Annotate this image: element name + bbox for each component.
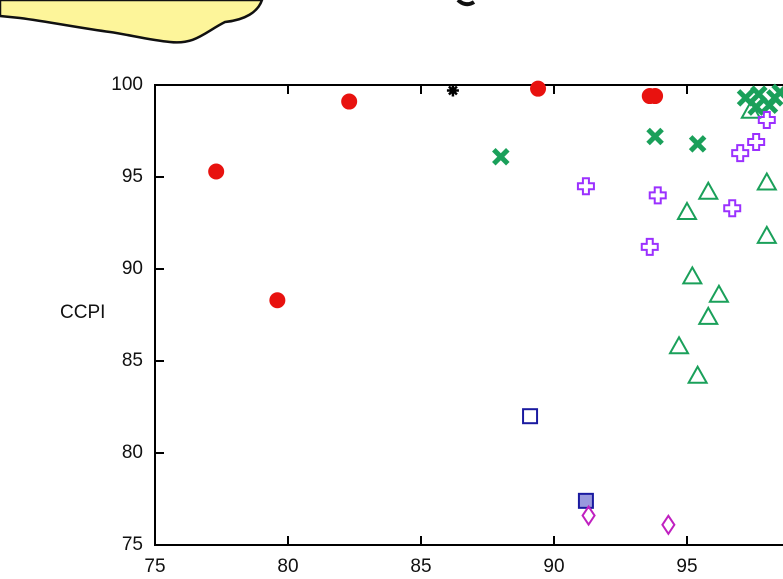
data-point: [341, 94, 357, 110]
y-tick-label: 90: [122, 258, 143, 279]
x-tick-label: 80: [277, 556, 298, 574]
y-axis-label: CCPI: [60, 302, 105, 323]
data-point: [269, 292, 285, 308]
page: CCPI 75808590951007580859095 (() => { co…: [0, 0, 783, 574]
data-point: [642, 239, 658, 255]
callout-shape: [0, 0, 262, 42]
x-tick-label: 95: [676, 556, 697, 574]
data-point: [530, 81, 546, 97]
data-point: [523, 409, 537, 423]
data-point: [699, 183, 717, 199]
data-point: [494, 150, 508, 164]
data-point: [678, 203, 696, 219]
data-point: [758, 174, 776, 190]
x-tick-label: 85: [410, 556, 431, 574]
data-point: [773, 85, 783, 99]
data-point: [579, 494, 593, 508]
y-tick-label: 80: [122, 442, 143, 463]
plot-frame: [155, 85, 783, 545]
data-point: [647, 88, 663, 104]
data-point: [447, 85, 459, 97]
x-tick-label: 90: [543, 556, 564, 574]
y-tick-label: 75: [122, 534, 143, 555]
decoration: [458, 0, 474, 4]
y-tick-label: 100: [111, 74, 143, 95]
data-point: [732, 145, 748, 161]
y-tick-label: 95: [122, 166, 143, 187]
x-tick-label: 75: [144, 556, 165, 574]
data-point: [683, 267, 701, 283]
data-point: [670, 337, 688, 353]
data-point: [691, 137, 705, 151]
data-point: [648, 130, 662, 144]
data-point: [650, 187, 666, 203]
data-point: [710, 286, 728, 302]
data-point: [724, 200, 740, 216]
y-tick-label: 85: [122, 350, 143, 371]
data-point: [699, 308, 717, 324]
data-point: [208, 163, 224, 179]
data-point: [758, 227, 776, 243]
data-point: [689, 367, 707, 383]
chart: CCPI 75 80 85 90 95 100 75 80 85 90 95: [0, 0, 783, 574]
data-point: [748, 134, 764, 150]
data-point: [662, 516, 674, 534]
data-point: [578, 178, 594, 194]
data-point: [583, 507, 595, 525]
